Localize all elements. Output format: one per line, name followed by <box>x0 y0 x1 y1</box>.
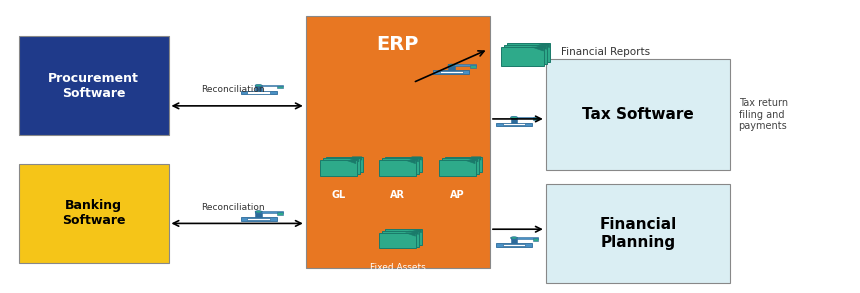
Circle shape <box>511 116 518 119</box>
Bar <box>278 86 283 88</box>
Polygon shape <box>412 229 421 233</box>
Bar <box>511 117 517 123</box>
FancyBboxPatch shape <box>379 233 416 248</box>
FancyBboxPatch shape <box>546 184 730 283</box>
Bar <box>533 117 538 120</box>
Bar <box>248 91 270 93</box>
Polygon shape <box>408 231 419 234</box>
Text: AP: AP <box>450 190 464 200</box>
FancyBboxPatch shape <box>385 229 422 245</box>
Text: Fixed Assets: Fixed Assets <box>370 263 426 272</box>
FancyBboxPatch shape <box>383 231 420 247</box>
FancyBboxPatch shape <box>379 160 416 176</box>
Text: Financial Reports: Financial Reports <box>562 47 650 57</box>
FancyBboxPatch shape <box>320 160 357 176</box>
Polygon shape <box>352 157 362 160</box>
Bar <box>255 211 261 217</box>
FancyBboxPatch shape <box>19 164 169 263</box>
FancyBboxPatch shape <box>439 160 476 176</box>
FancyBboxPatch shape <box>383 158 420 174</box>
Bar <box>503 123 525 125</box>
Bar <box>433 70 470 74</box>
Polygon shape <box>471 157 481 160</box>
FancyBboxPatch shape <box>504 45 548 64</box>
Bar <box>440 71 463 73</box>
Polygon shape <box>412 157 421 160</box>
Circle shape <box>511 237 518 239</box>
Text: Procurement
Software: Procurement Software <box>48 71 139 100</box>
Polygon shape <box>406 233 415 236</box>
Bar <box>241 91 277 94</box>
Polygon shape <box>531 47 544 51</box>
Polygon shape <box>349 159 359 162</box>
Text: Reconciliation: Reconciliation <box>201 203 265 212</box>
Polygon shape <box>406 160 415 163</box>
FancyBboxPatch shape <box>546 59 730 170</box>
FancyBboxPatch shape <box>385 156 422 172</box>
Bar <box>255 211 283 213</box>
Text: Financial
Planning: Financial Planning <box>599 217 677 250</box>
FancyBboxPatch shape <box>507 43 550 62</box>
Polygon shape <box>535 45 547 49</box>
Polygon shape <box>538 44 550 47</box>
Bar <box>511 117 538 118</box>
Text: AR: AR <box>390 190 405 200</box>
Polygon shape <box>346 160 356 163</box>
FancyBboxPatch shape <box>322 158 359 174</box>
Text: Banking
Software: Banking Software <box>62 199 126 227</box>
Bar <box>496 123 532 126</box>
Bar <box>470 65 476 68</box>
FancyBboxPatch shape <box>305 16 490 268</box>
Bar <box>503 244 525 246</box>
Bar <box>511 237 517 243</box>
Bar <box>448 64 476 66</box>
Text: GL: GL <box>331 190 346 200</box>
Polygon shape <box>468 159 478 162</box>
FancyBboxPatch shape <box>445 156 482 172</box>
Text: Tax return
filing and
payments: Tax return filing and payments <box>739 98 788 131</box>
Circle shape <box>255 211 262 213</box>
Text: Reconciliation: Reconciliation <box>201 85 265 94</box>
Bar <box>255 85 261 91</box>
Circle shape <box>448 64 455 67</box>
Bar <box>278 212 283 214</box>
Bar <box>248 218 270 220</box>
Circle shape <box>255 84 262 87</box>
Text: ERP: ERP <box>377 35 419 54</box>
FancyBboxPatch shape <box>501 47 544 66</box>
Bar <box>255 85 283 86</box>
Bar <box>448 64 455 70</box>
Bar <box>511 237 538 239</box>
Polygon shape <box>465 160 475 163</box>
Polygon shape <box>408 159 419 162</box>
FancyBboxPatch shape <box>442 158 479 174</box>
Bar <box>496 243 532 247</box>
FancyBboxPatch shape <box>326 156 363 172</box>
Bar <box>241 217 277 221</box>
FancyBboxPatch shape <box>19 36 169 135</box>
Bar <box>533 238 538 241</box>
Text: Tax Software: Tax Software <box>582 107 694 122</box>
